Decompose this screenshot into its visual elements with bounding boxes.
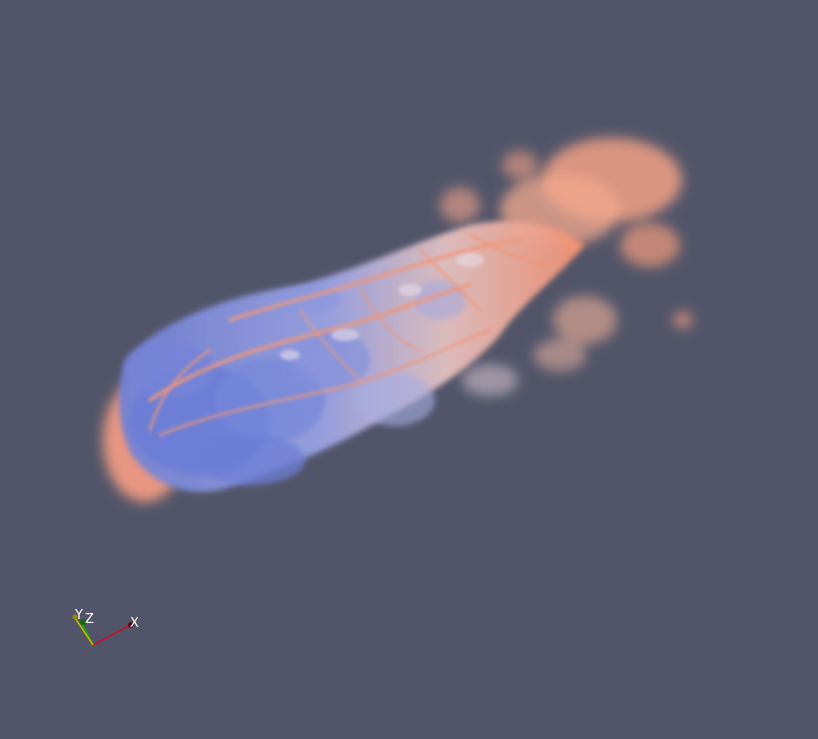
y-axis-label: Y [74, 608, 83, 623]
x-axis-tip [128, 622, 134, 628]
x-axis-line [92, 623, 133, 646]
plume-warm-filaments [148, 233, 547, 437]
z-axis-label: Z [85, 612, 94, 627]
orientation-axes-widget: Y Z X [64, 600, 154, 660]
y-axis-line [74, 617, 94, 646]
z-axis-tip [80, 619, 86, 625]
x-axis-label: X [130, 616, 139, 631]
y-axis-tip [72, 614, 78, 620]
plume-highlights [280, 253, 484, 360]
orientation-axes-svg: Y Z X [72, 608, 139, 646]
